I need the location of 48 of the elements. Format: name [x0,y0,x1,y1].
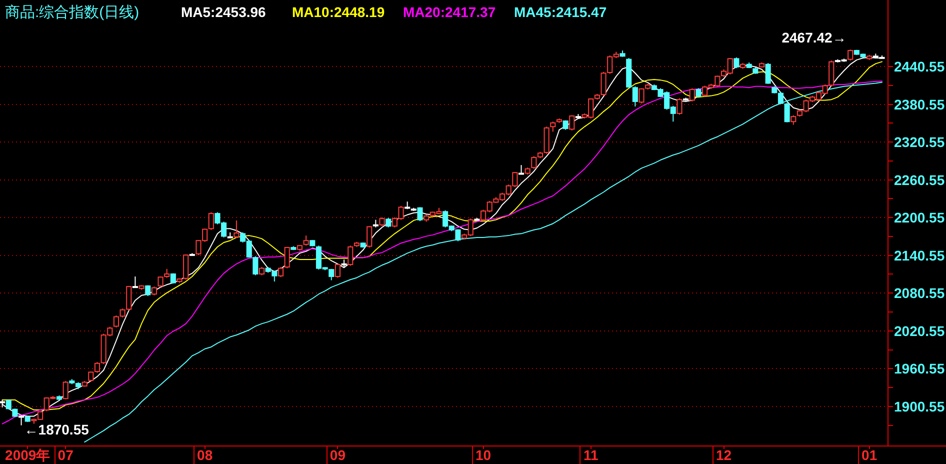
candlestick [848,49,854,62]
candlestick [334,263,341,278]
x-tick-label: 01 [862,447,878,463]
candlestick [132,276,138,288]
x-tick-label: 07 [58,447,74,463]
text: MA45:2415.47 [514,4,607,20]
y-tick-label: 1900.55 [894,398,945,414]
x-tick-label: 2009年 [5,447,50,463]
y-tick-label: 2200.55 [894,210,945,226]
x-tick-label: 11 [583,447,598,463]
annotation: 2467.42→ [782,30,846,46]
x-tick-label: 12 [716,447,732,463]
candlestick [62,380,68,400]
candlestick [417,206,423,222]
candlestick [569,114,575,131]
candlestick [518,164,524,175]
y-tick-label: 2320.55 [894,134,945,150]
candlestick [366,226,372,248]
y-tick-label: 2260.55 [894,172,945,188]
y-tick-label: 2020.55 [894,322,945,339]
candlestick [278,266,284,278]
candlestick [208,212,214,230]
candlestick [303,235,309,246]
candlestick [550,121,556,132]
candlestick [765,62,771,84]
candlestick [234,220,240,239]
x-tick-label: 09 [330,447,346,463]
text: MA10:2448.19 [292,4,385,20]
y-tick-label: 2140.55 [894,247,945,264]
text: MA20:2417.37 [403,4,496,20]
x-tick-label: 10 [476,447,492,463]
candlestick [284,246,290,269]
candlestick [790,114,796,126]
candlestick [734,56,740,69]
y-tick-label: 2080.55 [894,285,945,302]
candlestick [113,315,119,328]
candlestick [676,98,682,116]
annotation: ←1870.55 [24,421,90,438]
candlestick [386,217,392,228]
chart-title: 商品:综合指数(日线) [5,4,140,21]
text: MA5:2453.96 [181,4,266,20]
candlestick [689,88,695,102]
y-tick-label: 2440.55 [894,58,945,75]
candlestick [126,285,132,311]
y-tick-label: 2380.55 [894,96,945,112]
candlestick [348,245,354,266]
x-tick-label: 08 [197,447,213,463]
y-tick-label: 1960.55 [894,360,945,377]
